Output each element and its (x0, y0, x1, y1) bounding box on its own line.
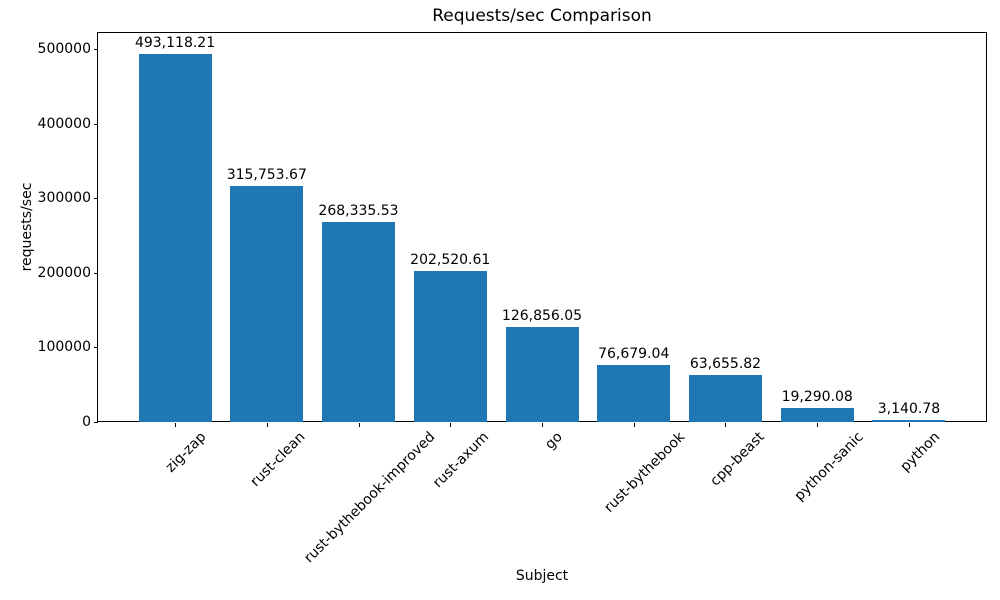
y-tick-mark (94, 124, 98, 125)
x-tick-mark (450, 423, 451, 427)
y-tick-label: 100000 (37, 339, 91, 356)
bar-value-label: 268,335.53 (318, 202, 399, 219)
y-axis-label: requests/sec (19, 182, 35, 272)
x-tick-mark (817, 423, 818, 427)
bar-value-label: 3,140.78 (877, 400, 941, 417)
chart-title: Requests/sec Comparison (432, 6, 652, 26)
bar-value-label: 19,290.08 (781, 388, 853, 405)
bar (322, 221, 395, 422)
bar-value-label: 76,679.04 (598, 345, 670, 362)
x-tick-mark (175, 423, 176, 427)
x-tick-label: python (897, 429, 944, 475)
bar-value-label: 202,520.61 (410, 251, 491, 268)
x-tick-mark (909, 423, 910, 427)
x-tick-mark (542, 423, 543, 427)
x-tick-label: go (541, 429, 566, 453)
x-tick-mark (359, 423, 360, 427)
bar-value-label: 493,118.21 (134, 35, 216, 52)
x-tick-label: zig-zap (163, 429, 210, 476)
x-tick-mark (725, 423, 726, 427)
bar-value-label: 315,753.67 (226, 167, 307, 184)
x-tick-label: rust-bythebook (601, 429, 689, 516)
y-tick-mark (94, 49, 98, 50)
x-tick-label: rust-clean (247, 429, 309, 490)
y-tick-mark (94, 273, 98, 274)
bar-value-label: 126,856.05 (501, 308, 583, 325)
y-tick-mark (94, 422, 98, 423)
bar (506, 327, 579, 422)
x-tick-label: rust-bythebook-improved (301, 429, 439, 567)
bar (781, 407, 854, 422)
bar (414, 270, 487, 422)
y-tick-mark (94, 198, 98, 199)
y-tick-label: 400000 (37, 115, 91, 132)
bar (689, 374, 762, 422)
x-tick-mark (634, 423, 635, 427)
y-tick-label: 0 (82, 414, 91, 430)
y-tick-mark (94, 347, 98, 348)
x-axis-label: Subject (515, 568, 569, 584)
bar (230, 186, 303, 422)
bar (872, 419, 945, 422)
y-tick-label: 300000 (37, 190, 91, 207)
bar (597, 364, 670, 422)
y-tick-label: 200000 (37, 264, 91, 281)
x-tick-label: rust-axum (430, 429, 493, 492)
y-tick-label: 500000 (37, 41, 91, 57)
x-tick-label: cpp-beast (706, 429, 768, 490)
x-tick-mark (267, 423, 268, 427)
bar (139, 54, 212, 422)
x-tick-label: python-sanic (791, 429, 867, 505)
bar-value-label: 63,655.82 (689, 355, 762, 372)
